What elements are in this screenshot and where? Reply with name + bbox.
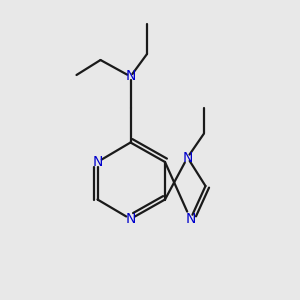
Text: N: N	[182, 151, 193, 164]
Text: N: N	[185, 212, 196, 226]
Text: N: N	[92, 155, 103, 169]
Text: N: N	[125, 70, 136, 83]
Text: N: N	[125, 212, 136, 226]
